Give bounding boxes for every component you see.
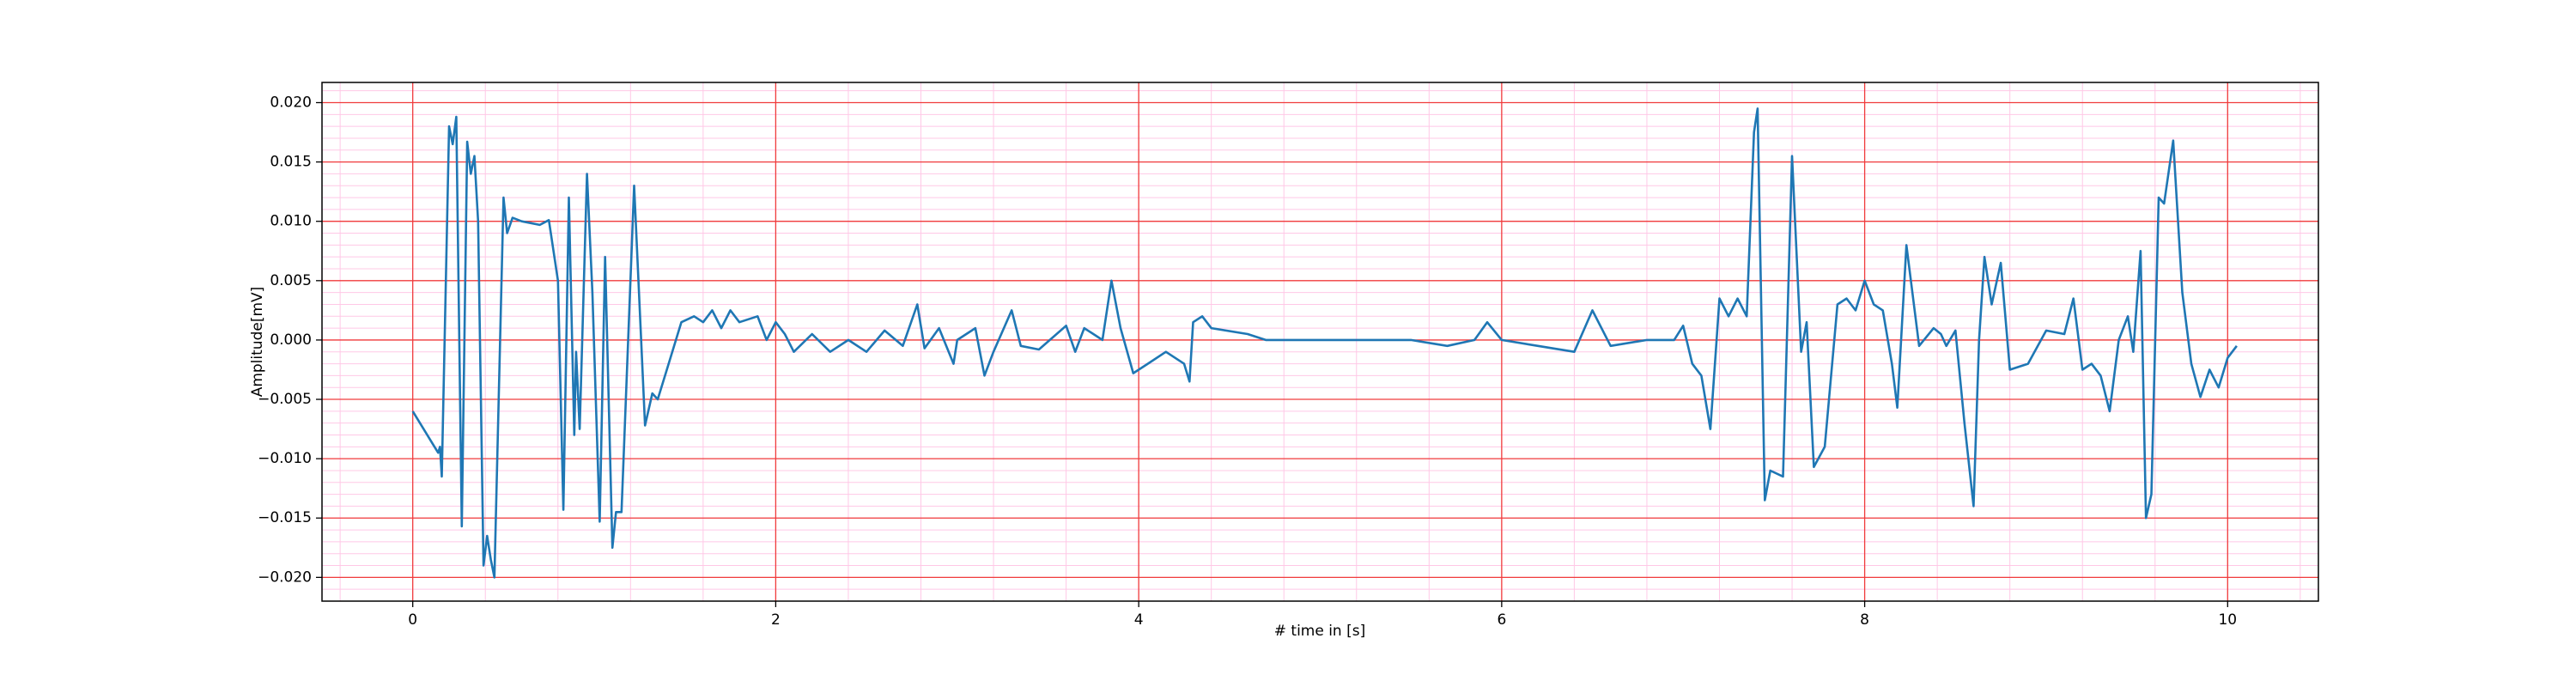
x-tick-label: 8 xyxy=(1860,611,1869,629)
y-tick-label: −0.005 xyxy=(258,391,312,408)
y-tick-label: 0.005 xyxy=(270,272,312,289)
y-tick-label: −0.020 xyxy=(258,568,312,586)
y-axis-label: Amplitude[mV] xyxy=(249,287,266,398)
y-tick-label: 0.010 xyxy=(270,213,312,230)
x-tick-label: 4 xyxy=(1134,611,1144,629)
x-tick-label: 10 xyxy=(2218,611,2237,629)
x-tick-label: 6 xyxy=(1497,611,1506,629)
x-tick-label: 0 xyxy=(408,611,417,629)
x-axis-label: # time in [s] xyxy=(1274,623,1365,640)
plot-frame xyxy=(321,82,2319,602)
x-tick-label: 2 xyxy=(771,611,781,629)
y-tick-label: 0.000 xyxy=(270,331,312,349)
y-tick-label: 0.020 xyxy=(270,94,312,111)
y-tick-label: 0.015 xyxy=(270,154,312,171)
y-tick-label: −0.015 xyxy=(258,509,312,526)
data-line xyxy=(411,107,2238,579)
y-tick-label: −0.010 xyxy=(258,450,312,467)
